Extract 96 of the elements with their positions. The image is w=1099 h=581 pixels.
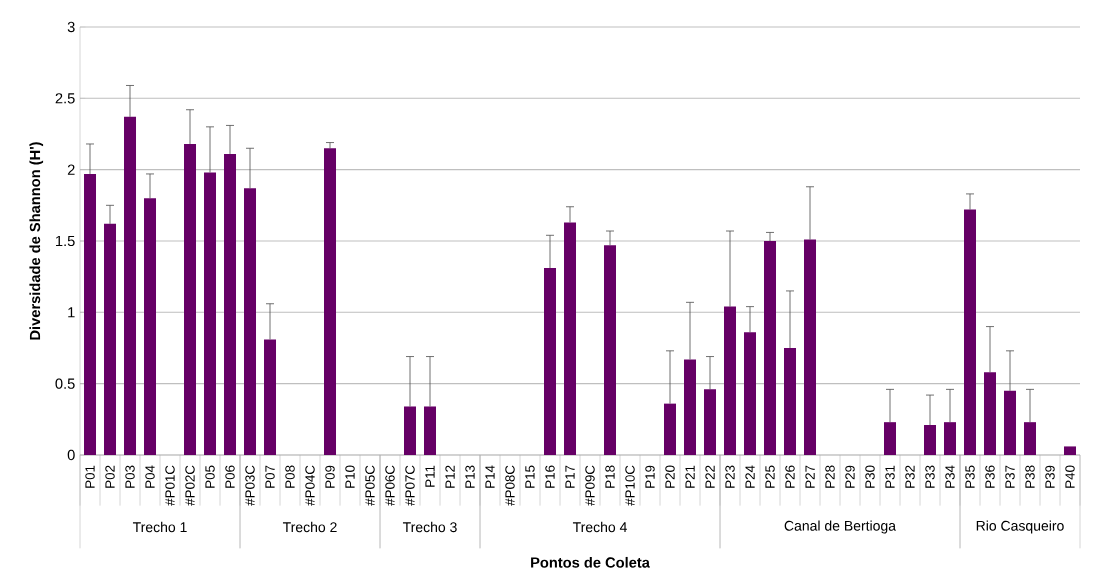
x-tick-label: P16 (545, 465, 555, 488)
x-tick-label: P33 (925, 465, 935, 488)
x-tick-label: #P05C (365, 465, 375, 506)
x-tick-label: P29 (845, 465, 855, 488)
y-tick-label: 2.5 (55, 93, 75, 104)
bar (264, 339, 277, 455)
x-tick-label: P11 (425, 465, 435, 487)
bar (204, 172, 217, 455)
x-tick-label: P09 (325, 465, 335, 488)
x-tick-label: P36 (985, 465, 995, 488)
bar (604, 245, 616, 455)
x-tick-label: P37 (1005, 465, 1015, 488)
bar (784, 347, 797, 455)
x-tick-label: P21 (685, 465, 695, 488)
bar (184, 143, 197, 455)
x-tick-label: #P07C (405, 465, 415, 506)
x-tick-label: P08 (285, 465, 295, 488)
x-tick-label: P20 (665, 465, 675, 488)
x-tick-label: P17 (565, 465, 575, 488)
bar (144, 198, 157, 455)
x-tick-label: P30 (865, 465, 875, 488)
bar (104, 223, 117, 455)
bar (764, 240, 776, 455)
bar (664, 403, 677, 455)
x-tick-label: P12 (445, 465, 455, 488)
bar (244, 188, 257, 455)
x-axis-title: Pontos de Coleta (531, 556, 650, 568)
bar (424, 406, 437, 455)
x-tick-label: P38 (1025, 465, 1035, 488)
bar (564, 222, 577, 455)
x-tick-label: #P08C (505, 465, 515, 506)
x-tick-label: #P06C (385, 465, 395, 506)
x-tick-label: P03 (125, 465, 135, 488)
bar (984, 372, 996, 455)
x-tick-label: #P01C (165, 465, 175, 506)
bar (324, 148, 337, 455)
x-tick-label: P15 (525, 465, 535, 488)
bar (224, 153, 237, 455)
y-tick-label: 3 (67, 21, 75, 33)
x-tick-label: P06 (225, 465, 235, 488)
x-tick-label: P39 (1045, 465, 1055, 488)
y-tick-label: 1.5 (56, 235, 75, 247)
text: Trecho 1 (132, 521, 187, 533)
x-tick-label: P26 (785, 465, 795, 488)
y-tick-label: 2 (67, 164, 75, 175)
y-tick-label: 0.5 (55, 378, 75, 389)
x-tick-label: P31 (885, 465, 895, 488)
bar (744, 332, 756, 455)
x-tick-label: P04 (145, 465, 155, 488)
x-tick-label: P14 (485, 465, 495, 488)
bar (924, 425, 936, 455)
x-tick-label: #P09C (585, 465, 595, 506)
bar (804, 239, 817, 455)
y-axis-title: Diversidade de Shannon (H') (29, 142, 44, 340)
text: Trecho 4 (572, 521, 627, 533)
bar (124, 116, 137, 455)
x-tick-label: P35 (965, 465, 975, 488)
bar (84, 173, 97, 455)
x-tick-label: P05 (205, 465, 215, 488)
x-tick-label: P27 (805, 465, 815, 488)
x-tick-label: P24 (745, 465, 755, 488)
bar (1004, 390, 1016, 455)
x-tick-label: P07 (265, 465, 275, 488)
y-tick-label: 1 (68, 307, 75, 318)
bar (964, 209, 976, 455)
bar (684, 359, 696, 455)
x-tick-label: P25 (765, 465, 775, 488)
bar (1064, 446, 1076, 455)
x-tick-label: P40 (1065, 465, 1075, 488)
x-tick-label: P23 (725, 465, 735, 488)
x-tick-label: P18 (605, 465, 615, 488)
text: Trecho 2 (282, 521, 337, 533)
x-tick-label: P02 (105, 465, 115, 488)
bar (404, 406, 417, 455)
bar (544, 268, 556, 455)
bar (884, 422, 896, 455)
x-tick-label: P19 (645, 465, 655, 488)
x-tick-label: P13 (465, 465, 475, 488)
x-tick-label: #P03C (245, 465, 255, 506)
x-tick-label: P01 (85, 465, 95, 488)
bar (724, 306, 737, 455)
x-tick-label: P10 (345, 465, 355, 488)
x-tick-label: P22 (705, 465, 715, 488)
text: Trecho 3 (402, 521, 457, 533)
bar (1024, 422, 1036, 455)
text: Rio Casqueiro (976, 520, 1064, 534)
y-tick-label: 0 (67, 449, 75, 461)
x-tick-label: #P04C (305, 465, 315, 506)
text: Canal de Bertioga (784, 520, 896, 534)
x-tick-label: P32 (905, 465, 915, 488)
bar (944, 422, 956, 455)
bar (704, 389, 717, 455)
x-tick-label: P34 (945, 465, 955, 488)
x-tick-label: P28 (825, 465, 835, 488)
x-tick-label: #P10C (625, 465, 635, 506)
x-tick-label: #P02C (185, 465, 195, 506)
